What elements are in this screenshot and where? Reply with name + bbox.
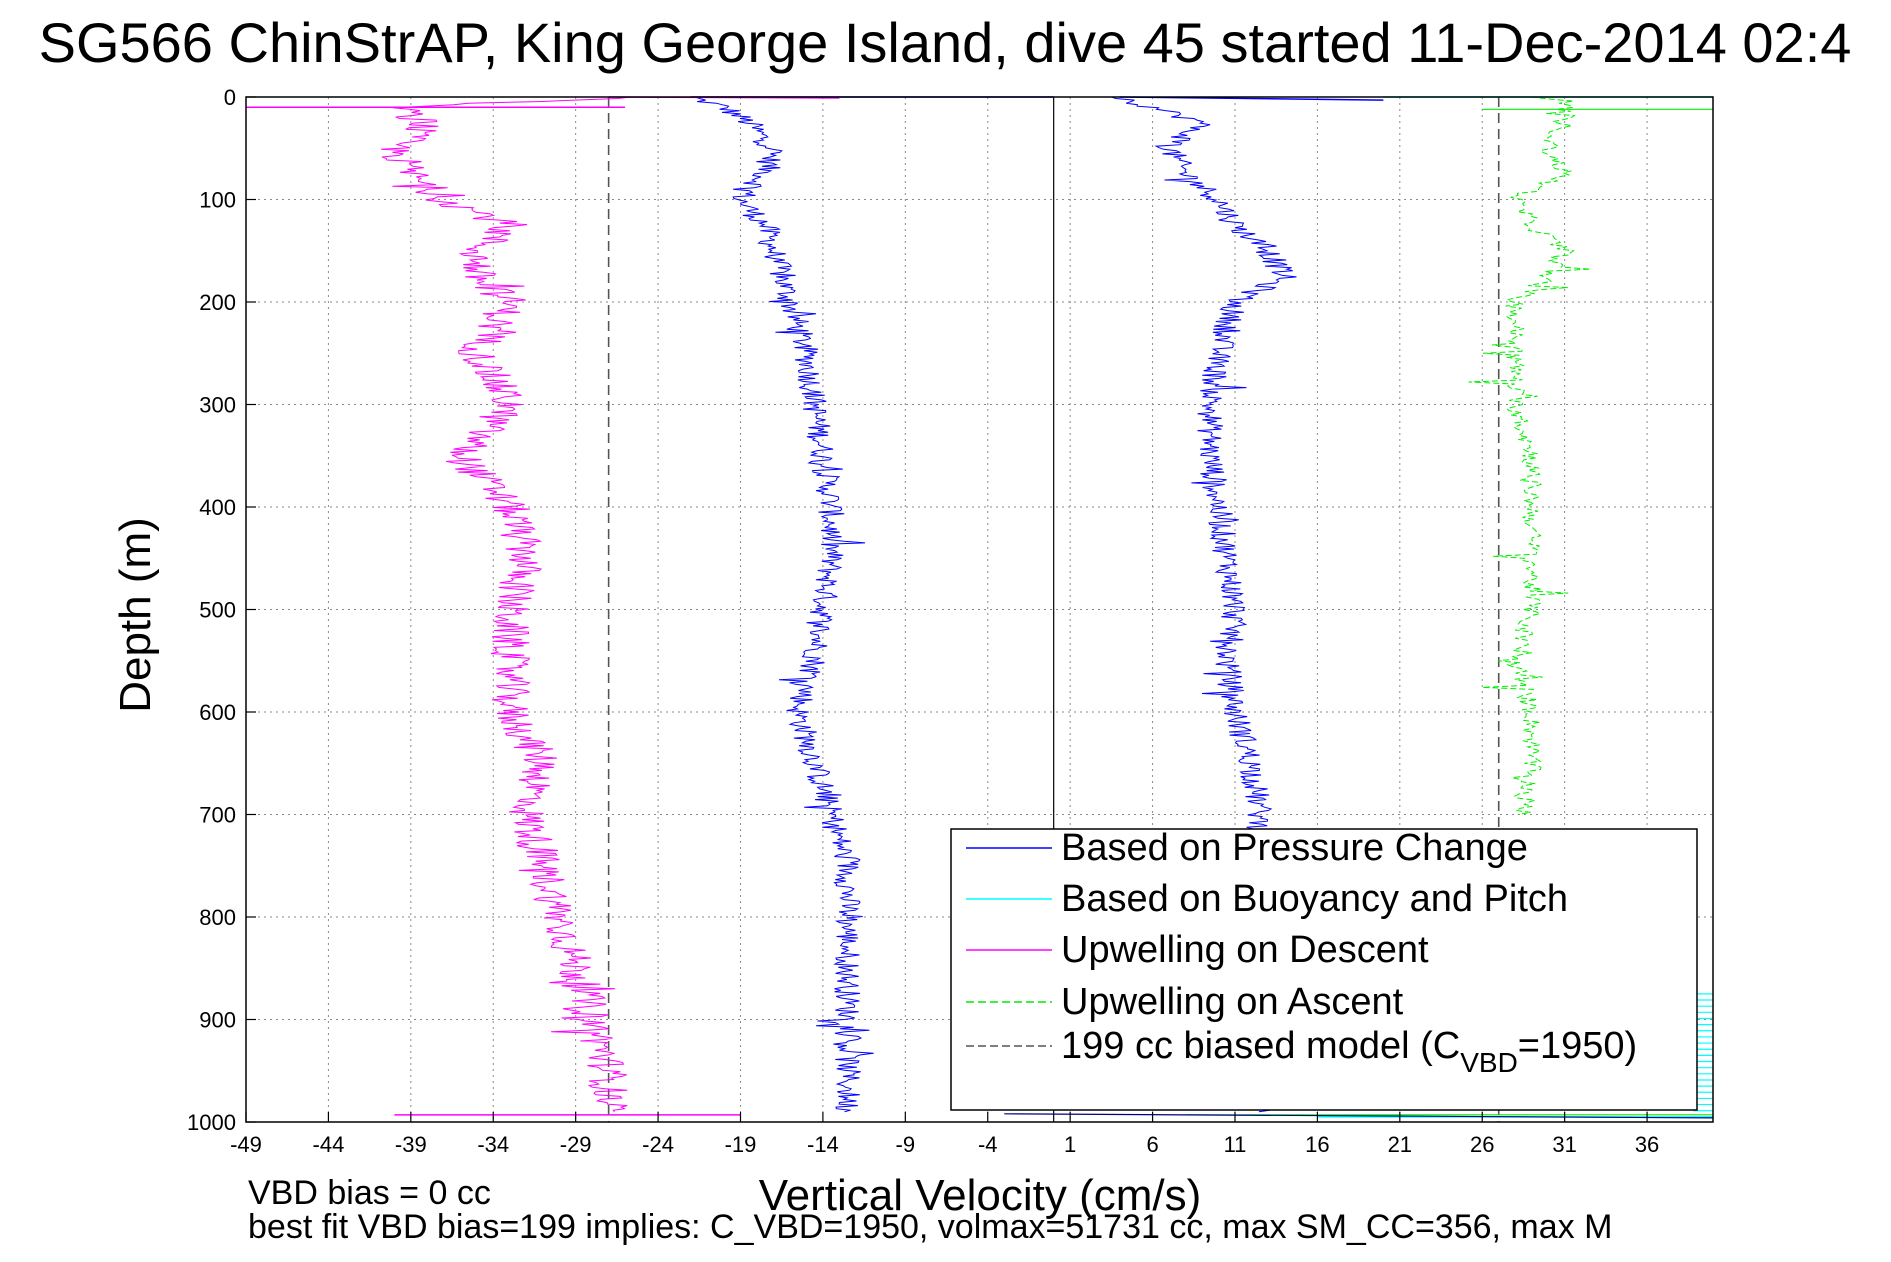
y-tick-label: 700 — [199, 803, 236, 828]
legend-box — [950, 828, 1698, 1111]
x-axis-label: Vertical Velocity (cm/s) — [759, 1171, 1202, 1220]
best-fit-note: best fit VBD bias=199 implies: C_VBD=195… — [248, 1208, 1612, 1246]
x-tick-label: -44 — [313, 1132, 345, 1157]
pressure-change-descent-line — [694, 96, 874, 1113]
chart-title: SG566 ChinStrAP, King George Island, div… — [39, 11, 1852, 74]
y-tick-label: 500 — [199, 598, 236, 623]
x-tick-label: 11 — [1224, 1132, 1247, 1157]
legend: Based on Pressure Change Based on Buoyanc… — [950, 827, 1698, 1111]
x-tick-label: -49 — [230, 1132, 262, 1157]
x-tick-label: -29 — [560, 1132, 592, 1157]
y-tick-label: 400 — [199, 495, 236, 520]
y-tick-label: 0 — [224, 85, 236, 110]
x-tick-label: 36 — [1635, 1132, 1659, 1157]
x-tick-label: 31 — [1552, 1132, 1576, 1157]
x-tick-label: 1 — [1064, 1132, 1076, 1157]
y-tick-label: 300 — [199, 393, 236, 418]
x-tick-label: 26 — [1470, 1132, 1494, 1157]
x-tick-label: -24 — [642, 1132, 674, 1157]
y-tick-label: 100 — [199, 188, 236, 213]
upwelling-descent-line — [381, 96, 632, 1113]
pressure-change-bottom-segment — [1004, 1113, 1714, 1119]
legend-label: Upwelling on Ascent — [1061, 981, 1404, 1023]
y-tick-label: 600 — [199, 700, 236, 725]
vbd-bias-note: VBD bias = 0 cc — [248, 1174, 491, 1212]
x-tick-label: 21 — [1388, 1132, 1412, 1157]
x-tick-label: -39 — [395, 1132, 427, 1157]
y-axis-label: Depth (m) — [111, 517, 160, 713]
x-tick-label: -9 — [896, 1132, 916, 1157]
legend-label: Based on Pressure Change — [1061, 827, 1528, 869]
y-tick-label: 900 — [199, 1008, 236, 1033]
x-tick-label: -34 — [477, 1132, 509, 1157]
y-tick-label: 1000 — [187, 1110, 236, 1135]
x-axis-ticks: -49 -44 -39 -34 -29 -24 -19 -14 -9 -4 1 6 11 16 21 26 31… — [230, 1112, 1659, 1157]
x-tick-label: 6 — [1146, 1132, 1158, 1157]
x-tick-label: -14 — [807, 1132, 839, 1157]
legend-label: Based on Buoyancy and Pitch — [1061, 878, 1568, 920]
y-axis-ticks: 0 100 200 300 400 500 600 700 800 900 1000 — [187, 85, 256, 1135]
x-tick-label: -4 — [978, 1132, 998, 1157]
y-tick-label: 200 — [199, 290, 236, 315]
x-tick-label: -19 — [725, 1132, 757, 1157]
y-tick-label: 800 — [199, 905, 236, 930]
legend-label: Upwelling on Descent — [1061, 929, 1429, 971]
upwelling-ascent-line — [1468, 96, 1591, 815]
x-tick-label: 16 — [1305, 1132, 1329, 1157]
